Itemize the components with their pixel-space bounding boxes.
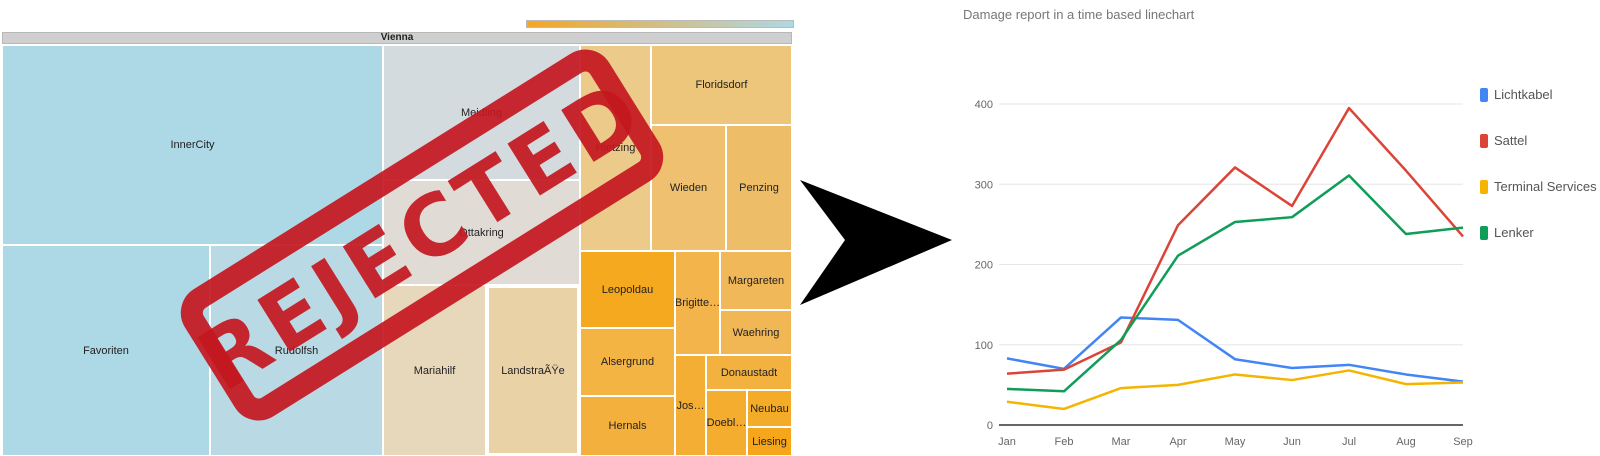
legend-item[interactable]: Lichtkabel [1480, 87, 1553, 102]
treemap-cell-doebling[interactable]: Doebl… [706, 390, 747, 456]
treemap-cell-innercity[interactable]: InnerCity [2, 45, 383, 245]
treemap-cell-meidling[interactable]: Meidling [383, 45, 580, 180]
x-tick-label: Mar [1112, 436, 1131, 448]
treemap-cell-margareten[interactable]: Margareten [720, 251, 792, 310]
legend-label: Lichtkabel [1494, 87, 1553, 102]
y-tick-label: 200 [975, 260, 993, 272]
treemap-cell-penzing[interactable]: Penzing [726, 125, 792, 251]
treemap-cell-leopoldau[interactable]: Leopoldau [580, 251, 675, 328]
x-tick-label: Aug [1396, 436, 1416, 448]
legend-label: Lenker [1494, 225, 1534, 240]
treemap-cell-alsergrund[interactable]: Alsergrund [580, 328, 675, 396]
treemap-cell-mariahilf[interactable]: Mariahilf [383, 285, 486, 456]
series-line-sattel [1006, 106, 1464, 375]
line-chart-plot: 0 100 200 300 400 Jan Feb Mar Apr May Jun Jul Aug Sep [975, 99, 1473, 448]
y-tick-label: 0 [987, 420, 993, 432]
x-tick-label: Sep [1453, 436, 1473, 448]
y-tick-label: 300 [975, 179, 993, 191]
series-line-lichtkabel [1006, 316, 1464, 383]
treemap-cell-brigittenau[interactable]: Brigitte… [675, 251, 720, 355]
x-tick-label: Apr [1169, 436, 1186, 448]
treemap-cell-donaustadt[interactable]: Donaustadt [706, 355, 792, 390]
legend-label: Sattel [1494, 133, 1528, 148]
legend-item[interactable]: Sattel [1480, 133, 1527, 148]
y-tick-label: 100 [975, 340, 993, 352]
damage-linechart: Damage report in a time based linechart … [955, 0, 1600, 456]
legend-swatch [1480, 87, 1488, 102]
x-tick-label: Feb [1055, 436, 1074, 448]
x-tick-label: Jul [1342, 436, 1356, 448]
x-tick-label: Jun [1283, 436, 1301, 448]
legend-swatch [1480, 179, 1488, 194]
treemap-cell-ottakring[interactable]: Ottakring [383, 180, 580, 285]
treemap-cell-rudolfsh[interactable]: Rudolfsh [210, 245, 383, 456]
x-tick-label: Jan [998, 436, 1016, 448]
legend-label: Terminal Services [1494, 179, 1597, 194]
legend-swatch [1480, 225, 1488, 240]
treemap-cell-hietzing[interactable]: Hietzing [580, 45, 651, 251]
legend-swatch [1480, 133, 1488, 148]
treemap-color-scale [526, 20, 794, 28]
y-tick-label: 400 [975, 99, 993, 111]
treemap-cell-favoriten[interactable]: Favoriten [2, 245, 210, 456]
treemap-cell-floridsdorf[interactable]: Floridsdorf [651, 45, 792, 125]
legend-item[interactable]: Lenker [1480, 225, 1534, 240]
treemap-cell-hernals[interactable]: Hernals [580, 396, 675, 456]
vienna-treemap: Vienna InnerCity Favoriten Rudolfsh Meid… [2, 0, 794, 456]
treemap-cell-waehring[interactable]: Waehring [720, 310, 792, 355]
legend-item[interactable]: Terminal Services [1480, 179, 1597, 194]
treemap-cell-wieden[interactable]: Wieden [651, 125, 726, 251]
x-tick-label: May [1225, 436, 1246, 448]
treemap-root-header[interactable]: Vienna [2, 32, 792, 44]
treemap-cell-landstrasse[interactable]: LandstraÃŸe [486, 285, 580, 456]
treemap-cell-neubau[interactable]: Neubau [747, 390, 792, 427]
series-line-lenker [1006, 174, 1464, 393]
treemap-cell-josefstadt[interactable]: Jos… [675, 355, 706, 456]
arrow-right-icon [800, 180, 952, 305]
series-line-terminal-services [1006, 369, 1464, 411]
treemap-cell-liesing[interactable]: Liesing [747, 427, 792, 456]
chart-title: Damage report in a time based linechart [963, 7, 1195, 22]
